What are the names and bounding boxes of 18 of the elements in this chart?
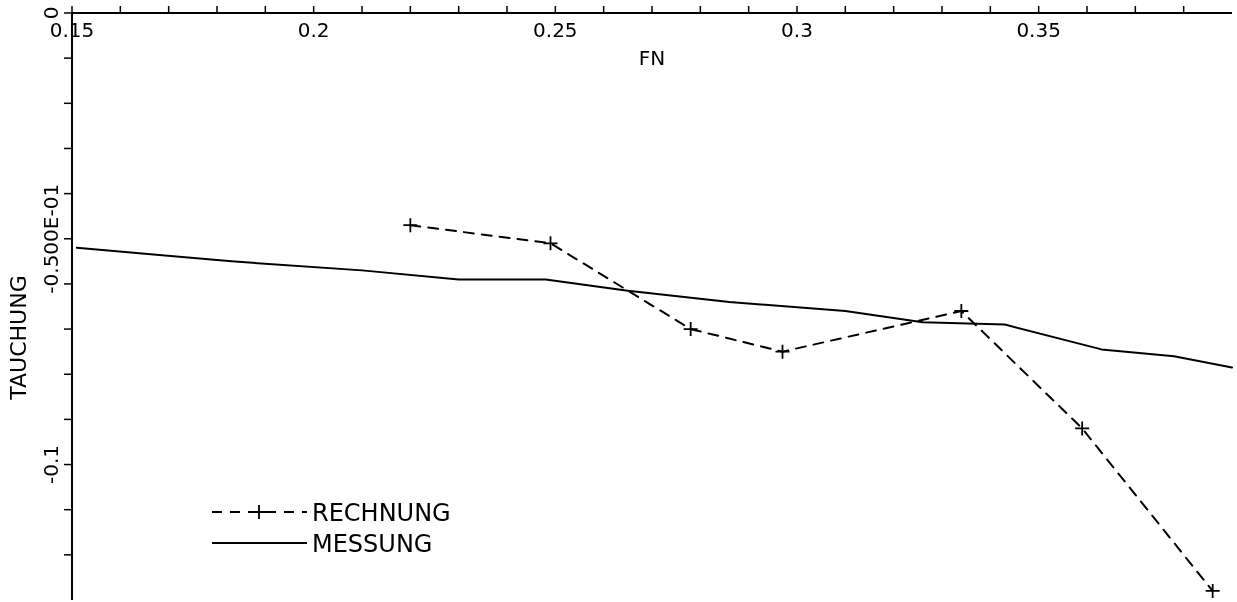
point (402, 217, 419, 234)
y-tick-label: -0.500E-01 (39, 183, 63, 294)
y-tick-label: 0 (39, 6, 63, 20)
point (542, 235, 559, 252)
legend-label: MESSUNG (312, 530, 433, 558)
x-tick-label: 0.35 (1016, 18, 1061, 42)
legend-label: RECHNUNG (312, 499, 451, 527)
x-axis-title: FN (638, 46, 666, 70)
x-tick-label: 0.3 (781, 18, 813, 42)
point (682, 321, 699, 337)
point (1074, 420, 1091, 437)
x-tick-label: 0.2 (297, 18, 330, 42)
y-tick-label: -0.1 (39, 445, 63, 485)
point (1204, 583, 1221, 599)
x-tick-label: 0.25 (533, 18, 578, 42)
point (953, 303, 970, 319)
point (774, 343, 791, 360)
y-axis-title: TAUCHUNG (6, 275, 31, 401)
